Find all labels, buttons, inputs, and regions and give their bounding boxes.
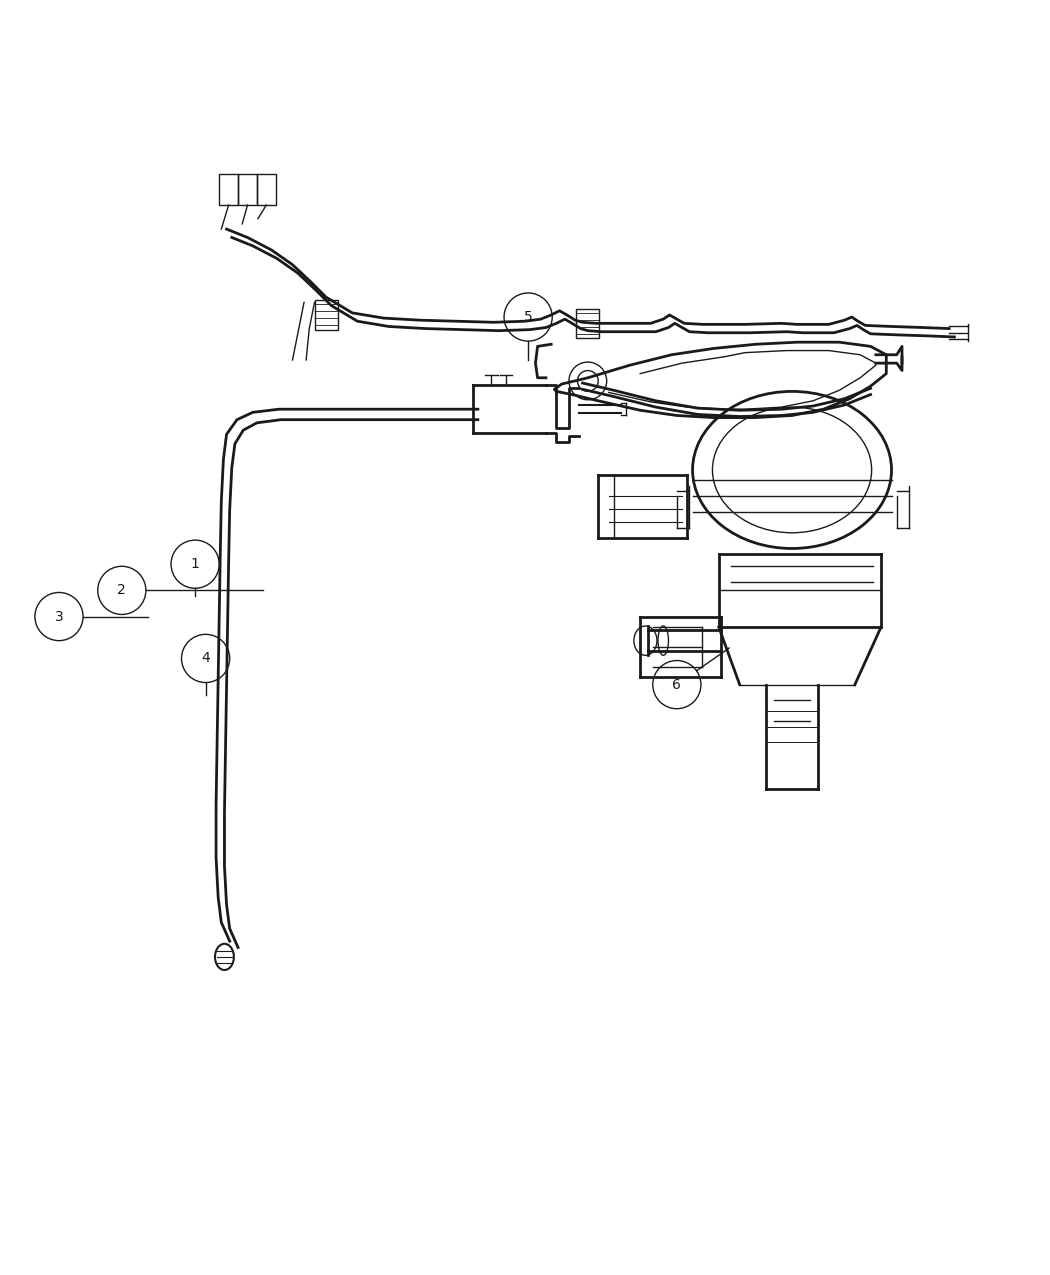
Text: 1: 1	[191, 557, 200, 571]
Text: 3: 3	[55, 609, 63, 623]
Bar	[576, 309, 600, 338]
Text: 2: 2	[118, 584, 126, 598]
Bar	[315, 301, 337, 330]
Bar	[257, 173, 276, 205]
Text: 6: 6	[672, 677, 681, 691]
Text: 4: 4	[202, 652, 210, 666]
Bar	[219, 173, 238, 205]
Text: 5: 5	[524, 310, 532, 324]
Bar	[238, 173, 257, 205]
